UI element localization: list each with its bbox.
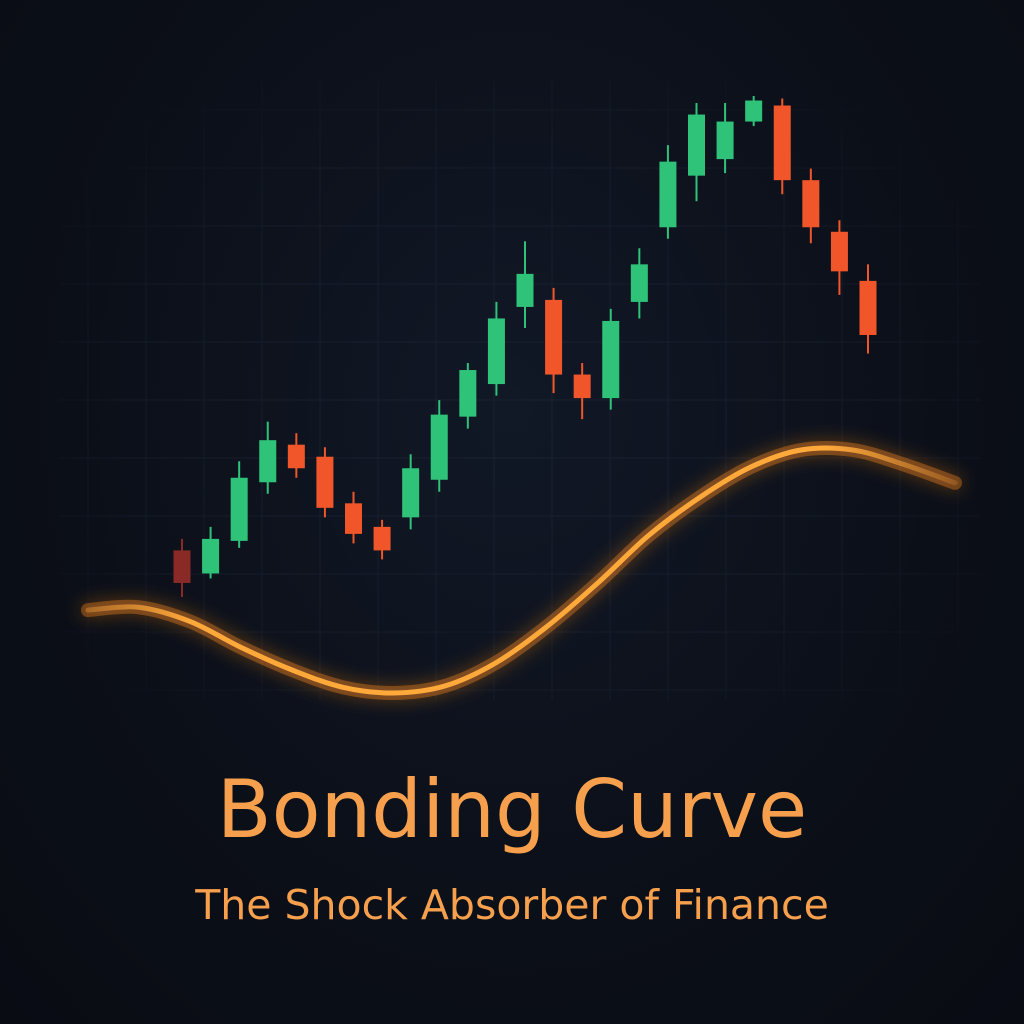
candle-body	[402, 468, 420, 518]
candle	[316, 447, 334, 518]
candle-body	[659, 161, 677, 228]
candle	[287, 433, 305, 478]
chart-title: Bonding Curve	[216, 763, 808, 856]
candle-body	[573, 374, 591, 399]
candle-body	[345, 503, 362, 534]
candle	[345, 491, 362, 544]
candle	[830, 220, 848, 295]
candle-body	[202, 538, 220, 574]
candle	[659, 145, 677, 239]
chart-subtitle: The Shock Absorber of Finance	[195, 881, 829, 929]
candle-body	[430, 414, 448, 480]
candle-body	[487, 318, 505, 385]
candle-body	[630, 264, 648, 302]
candle	[202, 526, 220, 579]
candle	[773, 98, 791, 195]
candle	[859, 264, 877, 354]
candle-body	[688, 114, 705, 176]
candle	[173, 538, 191, 597]
candle	[573, 363, 591, 420]
candle	[430, 400, 448, 492]
candle-body	[830, 231, 848, 272]
candle	[602, 308, 620, 410]
candle-body	[773, 105, 791, 181]
candle-body	[316, 456, 334, 508]
candle	[545, 287, 563, 394]
candle	[745, 96, 763, 127]
candle	[402, 454, 420, 530]
candle-body	[173, 550, 191, 583]
grid	[60, 80, 980, 700]
candle	[230, 461, 248, 548]
candle-body	[859, 280, 877, 335]
candle-body	[545, 299, 563, 375]
candlestick-chart	[60, 80, 980, 701]
candles	[173, 96, 877, 597]
candle	[373, 519, 391, 560]
candle	[259, 421, 277, 494]
candle-body	[802, 180, 820, 228]
candle	[630, 248, 648, 319]
candle	[716, 103, 734, 174]
candle	[516, 241, 534, 328]
candle-body	[230, 477, 248, 541]
candle-body	[373, 526, 391, 551]
candle-body	[516, 273, 534, 307]
candle	[688, 103, 705, 202]
candle	[459, 363, 477, 429]
candle-body	[602, 320, 620, 399]
candle-body	[459, 370, 477, 417]
candle	[802, 168, 820, 244]
candle-body	[259, 440, 277, 483]
candle-body	[745, 100, 763, 122]
candle-body	[716, 121, 734, 160]
candle	[487, 301, 505, 396]
bonding-curve-line	[85, 445, 958, 696]
bonding-curve	[81, 441, 962, 701]
candle-body	[287, 444, 305, 469]
